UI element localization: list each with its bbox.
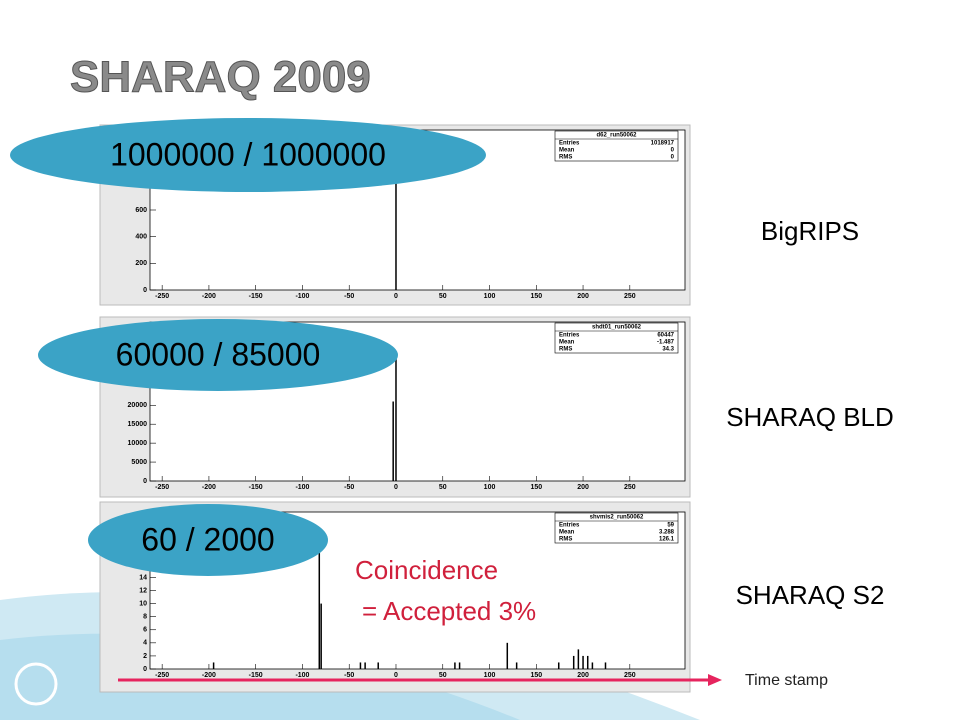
- stats-value: 3.288: [659, 530, 675, 536]
- y-tick-label: 20000: [128, 402, 148, 409]
- y-tick-label: 0: [143, 666, 147, 673]
- stats-label: RMS: [559, 347, 572, 353]
- x-tick-label: 150: [530, 484, 542, 491]
- y-tick-label: 4: [143, 640, 147, 647]
- x-tick-label: -50: [344, 293, 354, 300]
- x-tick-label: 200: [577, 293, 589, 300]
- x-tick-label: -200: [202, 672, 216, 679]
- y-tick-label: 10000: [128, 440, 148, 447]
- x-tick-label: -100: [295, 484, 309, 491]
- decor-icon: [14, 662, 58, 706]
- stats-label: Entries: [559, 523, 580, 529]
- x-tick-label: 150: [530, 293, 542, 300]
- stats-label: Entries: [559, 141, 580, 147]
- stats-value: 0: [671, 148, 675, 154]
- time-axis-label: Time stamp: [745, 672, 828, 689]
- count-ellipse: [88, 504, 328, 576]
- count-label: 60 / 2000: [141, 521, 274, 557]
- y-tick-label: 400: [135, 234, 147, 241]
- x-tick-label: -250: [155, 484, 169, 491]
- note-line: = Accepted 3%: [362, 596, 536, 626]
- x-tick-label: 200: [577, 672, 589, 679]
- stats-label: Mean: [559, 530, 575, 536]
- x-tick-label: -200: [202, 484, 216, 491]
- x-tick-label: 200: [577, 484, 589, 491]
- stats-label: RMS: [559, 155, 572, 161]
- stats-value: 59: [667, 523, 674, 529]
- x-tick-label: -50: [344, 484, 354, 491]
- x-tick-label: 250: [624, 484, 636, 491]
- x-tick-label: -250: [155, 293, 169, 300]
- x-tick-label: 0: [394, 672, 398, 679]
- stats-value: 34.3: [662, 347, 674, 353]
- stats-box: [554, 512, 679, 544]
- stats-value: 126.1: [659, 537, 675, 543]
- detector-label: SHARAQ S2: [736, 580, 885, 610]
- x-tick-label: 50: [439, 293, 447, 300]
- x-tick-label: 100: [484, 293, 496, 300]
- y-tick-label: 15000: [128, 421, 148, 428]
- x-tick-label: 50: [439, 672, 447, 679]
- stats-value: -1.487: [657, 340, 675, 346]
- count-ellipse: [10, 118, 486, 192]
- x-tick-label: -100: [295, 672, 309, 679]
- x-tick-label: -100: [295, 293, 309, 300]
- y-tick-label: 10: [139, 600, 147, 607]
- stats-label: RMS: [559, 537, 572, 543]
- detector-label: BigRIPS: [761, 216, 859, 246]
- x-tick-label: 100: [484, 484, 496, 491]
- x-tick-label: 50: [439, 484, 447, 491]
- x-tick-label: -150: [249, 293, 263, 300]
- x-tick-label: 250: [624, 672, 636, 679]
- x-tick-label: 250: [624, 293, 636, 300]
- y-tick-label: 8: [143, 614, 147, 621]
- stats-box: [554, 130, 679, 162]
- note-line: Coincidence: [355, 555, 498, 585]
- x-tick-label: 0: [394, 293, 398, 300]
- y-tick-label: 5000: [131, 459, 147, 466]
- count-2: 60000 / 85000: [38, 319, 398, 391]
- x-tick-label: 0: [394, 484, 398, 491]
- x-tick-label: -50: [344, 672, 354, 679]
- stats-label: Entries: [559, 333, 580, 339]
- stats-title: shdt01_run50062: [592, 325, 642, 331]
- x-tick-label: 100: [484, 672, 496, 679]
- stats-value: 60447: [657, 333, 674, 339]
- count-label: 1000000 / 1000000: [110, 136, 386, 172]
- stats-value: 0: [671, 155, 675, 161]
- slide-title: SHARAQ 2009: [70, 53, 371, 102]
- y-tick-label: 200: [135, 260, 147, 267]
- stats-title: shvmis2_run50062: [590, 515, 644, 521]
- x-tick-label: -150: [249, 484, 263, 491]
- count-label: 60000 / 85000: [116, 336, 321, 372]
- y-tick-label: 6: [143, 627, 147, 634]
- y-tick-label: 14: [139, 574, 147, 581]
- y-tick-label: 0: [143, 287, 147, 294]
- y-tick-label: 600: [135, 207, 147, 214]
- stats-value: 1018917: [651, 141, 675, 147]
- y-tick-label: 0: [143, 478, 147, 485]
- x-tick-label: -150: [249, 672, 263, 679]
- x-tick-label: -250: [155, 672, 169, 679]
- y-tick-label: 12: [139, 587, 147, 594]
- y-tick-label: 2: [143, 653, 147, 660]
- count-ellipse: [38, 319, 398, 391]
- count-3: 60 / 2000: [88, 504, 328, 576]
- count-1: 1000000 / 1000000: [10, 118, 486, 192]
- stats-label: Mean: [559, 340, 575, 346]
- x-tick-label: -200: [202, 293, 216, 300]
- x-tick-label: 150: [530, 672, 542, 679]
- stats-box: [554, 322, 679, 354]
- stats-title: d62_run50062: [596, 133, 637, 139]
- time-arrow-head: [708, 674, 722, 686]
- detector-label: SHARAQ BLD: [726, 402, 894, 432]
- stats-label: Mean: [559, 148, 575, 154]
